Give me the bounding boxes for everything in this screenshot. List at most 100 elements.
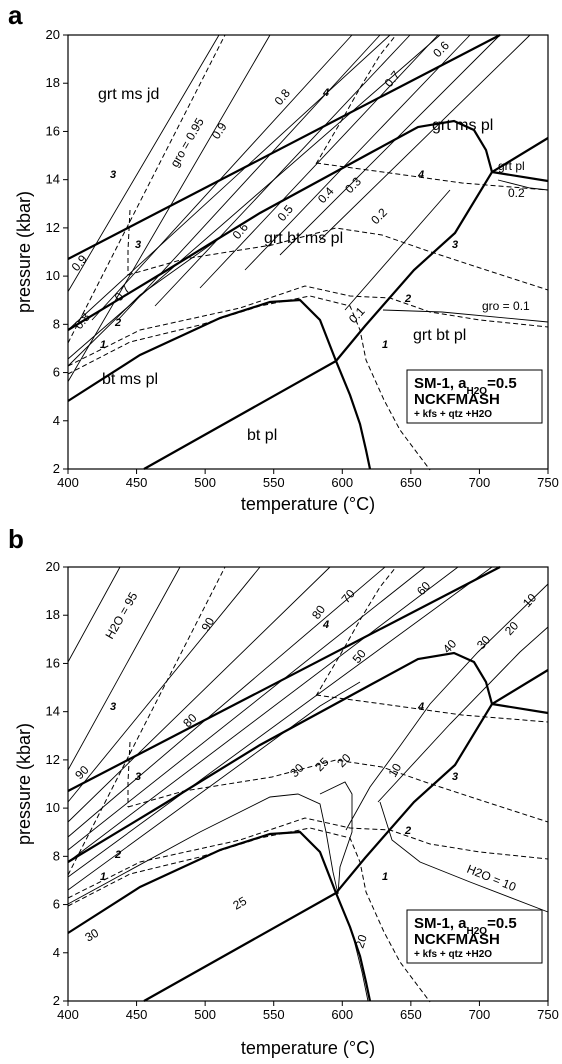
y-tick-label: 20 [46, 559, 60, 574]
y-tick-label: 14 [46, 704, 60, 719]
legend-box-a: SM-1, aH2O=0.5 NCKFMASH + kfs + qtz +H2O [406, 369, 543, 424]
y-tick-label: 4 [53, 945, 60, 960]
reaction-line-a [67, 34, 226, 344]
x-tick-label: 550 [263, 1007, 285, 1022]
isopleth-label-b: 30 [287, 761, 307, 781]
isopleth-label-b: 20 [502, 618, 522, 638]
x-axis-title-b: temperature (°C) [241, 1038, 375, 1058]
isopleth-label-b: 25 [312, 755, 332, 775]
y-tick-label: 12 [46, 220, 60, 235]
reaction-label-a: 2 [404, 293, 411, 305]
reaction-label-b: 2 [404, 825, 411, 837]
field-label-a: grt ms pl [432, 117, 493, 134]
isopleth-line-a [382, 309, 549, 323]
isopleth-label-a: 0.9 [209, 120, 230, 142]
phase-diagram-a: 400 450 500 550 600 650 700 7502468101214161820… [14, 27, 559, 514]
isopleth-line-b [345, 583, 549, 831]
field-label-a: grt bt ms pl [264, 230, 343, 247]
y-tick-label: 2 [53, 993, 60, 1008]
y-tick-label: 6 [53, 897, 60, 912]
isopleth-line-b [67, 566, 493, 878]
x-tick-label: 500 [194, 1007, 216, 1022]
isopleth-line-a [244, 34, 471, 271]
isopleth-label-b: H2O = 10 [465, 862, 518, 894]
isopleth-label-a: 0.8 [72, 310, 94, 332]
isopleth-label-b: 25 [231, 894, 250, 913]
y-axis-title-a: pressure (kbar) [14, 191, 34, 313]
isopleth-line-b [67, 566, 331, 823]
reaction-line-a [67, 285, 549, 367]
reaction-label-b: 2 [114, 849, 121, 861]
x-tick-label: 650 [400, 1007, 422, 1022]
legend-excess-b: + kfs + qtz +H2O [414, 949, 492, 960]
y-tick-label: 2 [53, 461, 60, 476]
isopleth-line-a [279, 34, 501, 256]
isopleth-line-b [377, 626, 549, 803]
y-tick-label: 6 [53, 365, 60, 380]
y-tick-label: 14 [46, 172, 60, 187]
isopleth-label-b: 20 [334, 751, 354, 771]
x-tick-label: 550 [263, 475, 285, 490]
reaction-label-b: 4 [417, 701, 424, 713]
boundary-line-b [67, 830, 338, 934]
reaction-line-a [127, 227, 549, 291]
y-tick-label: 12 [46, 752, 60, 767]
isopleth-label-b: 30 [474, 632, 494, 652]
isopleth-label-a: gro = 0.1 [482, 299, 530, 313]
field-label-a: bt ms pl [102, 371, 158, 388]
x-tick-label: 400 [57, 1007, 79, 1022]
legend-box-b: SM-1, aH2O=0.5 NCKFMASH + kfs + qtz +H2O [406, 909, 543, 964]
boundary-line-b [67, 651, 494, 863]
legend-system-a: NCKFMASH [414, 391, 500, 408]
isopleth-line-b [67, 566, 459, 863]
isopleth-label-b: 20 [353, 933, 371, 950]
y-tick-label: 8 [53, 848, 60, 863]
x-tick-label: 450 [126, 475, 148, 490]
reaction-line-a [315, 34, 397, 165]
boundary-line-a [491, 170, 549, 183]
x-tick-label: 700 [469, 1007, 491, 1022]
reaction-label-a: 3 [452, 239, 458, 251]
field-label-a: grt ms jd [98, 86, 159, 103]
isopleth-label-a: 0.8 [272, 86, 294, 108]
x-tick-label: 600 [331, 1007, 353, 1022]
isopleth-line-a [67, 237, 221, 367]
isopleth-label-b: 60 [414, 578, 434, 598]
legend-system-b: NCKFMASH [414, 931, 500, 948]
y-tick-label: 16 [46, 655, 60, 670]
isopleth-label-b: 70 [339, 586, 359, 605]
boundary-line-a [143, 360, 337, 470]
isopleth-line-b [67, 793, 339, 905]
isopleth-label-a: 0.2 [508, 186, 525, 200]
boundary-line-a [67, 119, 494, 331]
isopleth-line-a [154, 34, 411, 307]
isopleth-label-b: H2O = 95 [102, 589, 140, 641]
reaction-label-a: 1 [100, 339, 106, 351]
reaction-line-a [127, 209, 131, 275]
x-tick-label: 750 [537, 475, 559, 490]
y-axis-title-b: pressure (kbar) [14, 723, 34, 845]
x-tick-label: 400 [57, 475, 79, 490]
isopleth-label-a: 0.1 [346, 304, 368, 326]
x-tick-label: 750 [537, 1007, 559, 1022]
y-tick-label: 20 [46, 27, 60, 42]
isopleth-label-a: 0.4 [315, 184, 337, 206]
boundary-line-a [67, 298, 338, 402]
phase-diagram-b: 400 450 500 550 600 650 700 750 2 4 6 8 10 12 14 16 18 20… [14, 559, 559, 1058]
axis-ticks-b: 400 450 500 550 600 650 700 750 2 4 6 8 10 12 14 16 18 20 [46, 559, 559, 1022]
isopleth-line-a [199, 34, 439, 289]
boundary-line-b [335, 669, 549, 894]
x-tick-label: 500 [194, 475, 216, 490]
isopleth-line-b [67, 566, 261, 803]
reaction-label-a: 3 [110, 169, 116, 181]
y-tick-label: 18 [46, 607, 60, 622]
y-tick-label: 18 [46, 75, 60, 90]
isopleth-line-a [91, 34, 353, 321]
reaction-line-b [67, 827, 431, 1003]
isopleth-label-b: 10 [385, 761, 404, 780]
x-tick-label: 450 [126, 1007, 148, 1022]
x-tick-label: 700 [469, 475, 491, 490]
reaction-label-b: 3 [110, 701, 116, 713]
isopleth-label-a: 0.3 [342, 174, 364, 196]
